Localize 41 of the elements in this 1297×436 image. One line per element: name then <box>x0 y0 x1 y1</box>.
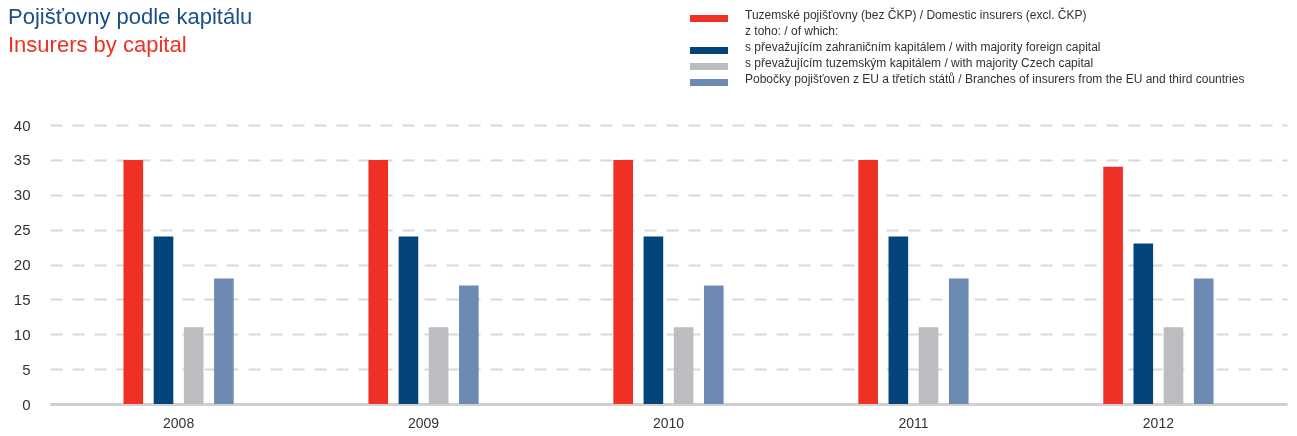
x-tick-label: 2012 <box>1142 414 1175 431</box>
x-tick-label: 2009 <box>407 414 440 431</box>
y-tick-label: 25 <box>13 221 31 239</box>
bar <box>888 236 909 404</box>
y-tick-label: 15 <box>13 290 31 308</box>
bar <box>918 327 939 404</box>
bar <box>948 278 969 404</box>
bar <box>643 236 664 404</box>
bar <box>673 327 694 404</box>
legend-label: Pobočky pojišťoven z EU a třetích států / Branches of insurers from the EU and third countries <box>745 72 1245 86</box>
y-tick-label: 10 <box>13 325 31 343</box>
chart-title: Pojišťovny podle kapitálu <box>8 4 253 29</box>
legend-label: Tuzemské pojišťovny (bez ČKP) / Domestic insurers (excl. ČKP) <box>745 7 1087 22</box>
x-tick-label: 2011 <box>898 414 929 431</box>
bar <box>858 159 878 404</box>
text: z toho: / of which: <box>745 24 839 38</box>
bar <box>1103 166 1123 404</box>
y-tick-label: 40 <box>13 116 31 134</box>
x-tick-label: 2008 <box>163 414 195 431</box>
chart-subtitle: Insurers by capital <box>8 32 187 57</box>
bar <box>703 285 724 404</box>
y-tick-label: 20 <box>13 256 31 273</box>
y-tick-label: 5 <box>22 360 31 378</box>
bar <box>368 159 389 404</box>
y-tick-label: 0 <box>22 395 31 413</box>
legend-label: s převažujícím zahraničním kapitálem / with majority foreign capital <box>745 40 1101 54</box>
bar <box>1133 243 1154 404</box>
bar <box>428 327 449 404</box>
bar <box>398 236 419 404</box>
y-tick-label: 30 <box>13 186 31 204</box>
bar <box>214 278 234 404</box>
bar <box>613 159 634 404</box>
bar <box>153 236 174 404</box>
bar <box>123 159 144 404</box>
bar <box>1193 278 1214 404</box>
y-tick-label: 35 <box>13 151 31 169</box>
bar <box>183 327 204 404</box>
bar <box>459 285 479 404</box>
x-tick-label: 2010 <box>652 414 685 431</box>
bar <box>1163 327 1184 404</box>
legend-label: s převažujícím tuzemským kapitálem / with majority Czech capital <box>745 56 1094 70</box>
